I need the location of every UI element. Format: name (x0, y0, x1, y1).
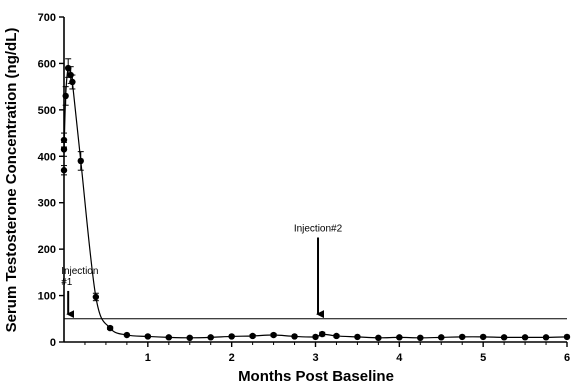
y-tick-label: 600 (38, 58, 56, 70)
data-point (77, 157, 84, 165)
data-point (319, 330, 326, 338)
data-point (60, 146, 68, 153)
data-point (62, 92, 69, 100)
data-point (333, 332, 340, 340)
y-tick-label: 200 (38, 244, 56, 256)
data-point (186, 334, 193, 342)
annotation-label: Injection#2 (294, 224, 343, 235)
y-axis-title: Serum Testosterone Concentration (ng/dL) (3, 28, 20, 333)
error-bars (61, 58, 570, 340)
x-tick-label: 6 (564, 352, 570, 364)
y-tick-label: 0 (50, 337, 56, 349)
data-point (521, 334, 529, 341)
data-point (92, 293, 100, 301)
data-point (64, 64, 72, 72)
data-point (312, 333, 319, 341)
data-point (375, 334, 382, 342)
data-point (67, 71, 74, 79)
data-point (60, 167, 68, 174)
x-axis-title: Months Post Baseline (238, 368, 394, 385)
data-point (249, 332, 256, 340)
data-point (396, 334, 403, 341)
data-point (479, 333, 487, 341)
data-point (123, 331, 131, 339)
x-tick-label: 4 (396, 352, 403, 364)
data-point (270, 331, 277, 339)
annotation-label: Injection #1 (61, 266, 98, 288)
x-tick-label: 2 (229, 352, 235, 364)
y-tick-label: 100 (38, 291, 56, 303)
x-tick-label: 5 (480, 352, 486, 364)
x-tick-label: 1 (145, 352, 151, 364)
data-point (417, 334, 424, 342)
data-point (438, 334, 445, 341)
x-tick-label: 3 (312, 352, 318, 364)
annotations: Injection #1 Injection#2 (61, 224, 343, 319)
x-ticks: 1 2 3 4 5 6 (84, 342, 570, 364)
data-point (354, 333, 361, 341)
y-tick-label: 300 (38, 198, 56, 210)
data-point (459, 333, 466, 341)
data-point (542, 334, 550, 341)
y-tick-label: 500 (38, 105, 56, 117)
data-point (563, 333, 571, 341)
data-point (500, 334, 508, 341)
y-ticks: 0 100 200 300 400 500 600 700 (38, 12, 64, 349)
data-point (228, 333, 235, 340)
data-point (106, 324, 114, 332)
data-points (60, 64, 571, 342)
y-tick-label: 700 (38, 12, 56, 24)
data-point (60, 136, 68, 144)
data-point (207, 334, 214, 341)
data-point (69, 78, 76, 86)
data-point (165, 334, 172, 341)
series-line (63, 66, 568, 339)
y-tick-label: 400 (38, 151, 56, 163)
data-point (291, 333, 298, 340)
data-point (144, 333, 152, 340)
